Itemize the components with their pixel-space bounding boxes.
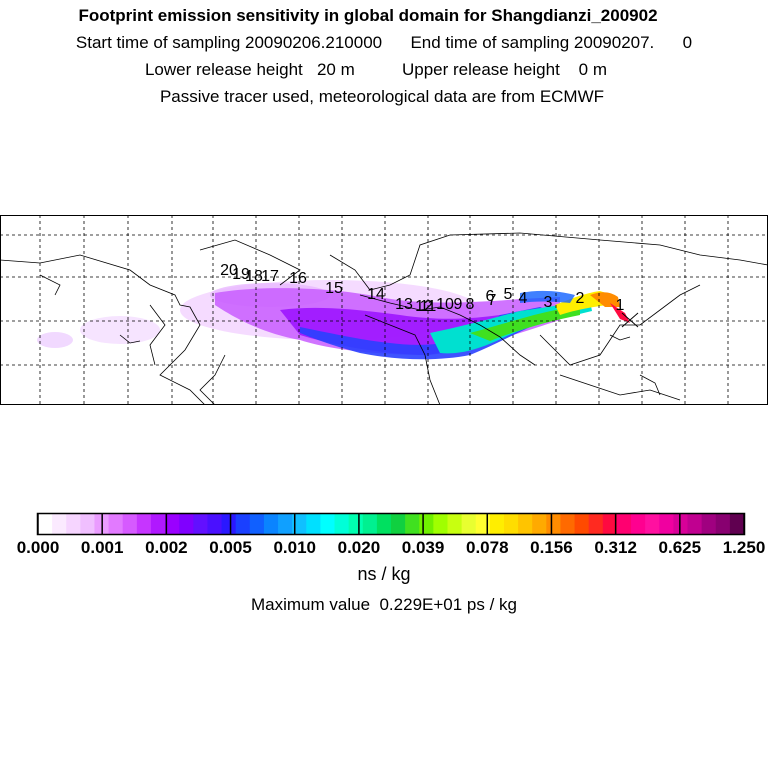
trajectory-label: 4	[519, 290, 528, 307]
colorbar-tick-label: 0.020	[337, 538, 381, 557]
colorbar-cell	[391, 514, 406, 534]
lat-lon-grid	[0, 215, 768, 405]
colorbar-cell	[306, 514, 321, 534]
colorbar-cell	[532, 514, 547, 534]
colorbar-cell	[320, 514, 336, 534]
trajectory-label: 10	[436, 296, 454, 313]
trajectory-label: 16	[289, 270, 307, 287]
colorbar-cell	[165, 514, 180, 534]
trajectory-label: 12	[415, 298, 433, 315]
colorbar-tick-label: 0.039	[401, 538, 445, 557]
colorbar-cell	[673, 514, 689, 534]
colorbar-units: ns / kg	[357, 564, 411, 584]
colorbar-cell	[518, 514, 533, 534]
colorbar-tick-label: 0.010	[273, 538, 316, 557]
release-height-line: Lower release height 20 m Upper release …	[144, 60, 608, 79]
tracer-info-line: Passive tracer used, meteorological data…	[159, 87, 605, 106]
colorbar-cell	[659, 514, 674, 534]
colorbar-tick-label: 0.000	[16, 538, 60, 557]
trajectory-label: 20	[220, 262, 238, 279]
colorbar-cell	[193, 514, 208, 534]
trajectory-label: 5	[504, 286, 513, 303]
colorbar-cell	[150, 514, 166, 534]
colorbar-cell	[108, 514, 124, 534]
trajectory-label: 1	[616, 297, 625, 314]
trajectory-label: 17	[261, 268, 279, 285]
colorbar-cell	[560, 514, 576, 534]
colorbar-cell	[38, 514, 53, 534]
colorbar-cell	[207, 514, 223, 534]
map-title: Footprint emission sensitivity in global…	[78, 6, 658, 25]
colorbar-cell	[701, 514, 717, 534]
colorbar-cell	[278, 514, 293, 534]
trajectory-label: 2	[576, 290, 585, 307]
colorbar-tick-label: 1.250	[722, 538, 766, 557]
colorbar-cell	[263, 514, 279, 534]
trajectory-label: 6	[486, 288, 495, 305]
colorbar-cell	[362, 514, 378, 534]
colorbar-cell	[405, 514, 420, 534]
colorbar-cell	[136, 514, 152, 534]
colorbar-cell	[292, 514, 307, 534]
trajectory-label: 3	[544, 294, 553, 311]
colorbar-cell	[334, 514, 350, 534]
colorbar-cell	[631, 514, 646, 534]
colorbar-cell	[419, 514, 434, 534]
colorbar-cell	[546, 514, 561, 534]
colorbar-cell	[602, 514, 618, 534]
colorbar-cell	[588, 514, 604, 534]
trajectory-label: 7	[488, 292, 497, 309]
colorbar-cell	[348, 514, 364, 534]
colorbar-cell	[122, 514, 138, 534]
colorbar-tick-label: 0.625	[658, 538, 702, 557]
colorbar-cell	[179, 514, 194, 534]
trajectory-label: 13	[395, 296, 413, 313]
colorbar-cell	[221, 514, 237, 534]
trajectory-label: 19	[232, 266, 250, 283]
colorbar-cell	[715, 514, 731, 534]
colorbar-cells	[38, 514, 745, 534]
colorbar-cell	[687, 514, 703, 534]
colorbar-cell	[249, 514, 265, 534]
maximum-value: Maximum value 0.229E+01 ps / kg	[251, 595, 517, 614]
emission-plume	[37, 280, 630, 360]
colorbar-tick-label: 0.001	[80, 538, 124, 557]
colorbar-cell	[235, 514, 251, 534]
colorbar-tick-label: 0.002	[145, 538, 188, 557]
colorbar-cell	[66, 514, 81, 534]
colorbar-tick-label: 0.078	[465, 538, 509, 557]
sampling-time-line: Start time of sampling 20090206.210000 E…	[75, 33, 693, 52]
colorbar-cell	[80, 514, 95, 534]
colorbar-cell	[489, 514, 505, 534]
receptor-marker	[621, 312, 639, 328]
colorbar-cell	[433, 514, 448, 534]
colorbar	[36, 512, 746, 536]
trajectory-label: 15	[325, 280, 343, 297]
trajectory-label: 14	[367, 286, 385, 303]
colorbar-tick-label: 0.312	[594, 538, 637, 557]
colorbar-ticks	[37, 514, 745, 534]
colorbar-cell	[574, 514, 590, 534]
colorbar-cell	[503, 514, 519, 534]
colorbar-tick-label: 0.005	[209, 538, 252, 557]
colorbar-cell	[52, 514, 67, 534]
colorbar-cell	[461, 514, 477, 534]
colorbar-tick-label: 0.156	[530, 538, 573, 557]
colorbar-cell	[475, 514, 491, 534]
trajectory-label: 11	[420, 298, 437, 315]
colorbar-frame	[36, 512, 746, 536]
colorbar-cell	[645, 514, 660, 534]
colorbar-cell	[616, 514, 632, 534]
trajectory-label: 9	[454, 296, 463, 313]
trajectory-label: 8	[466, 296, 475, 313]
trajectory-label: 18	[245, 268, 263, 285]
colorbar-cell	[447, 514, 463, 534]
colorbar-cell	[729, 514, 745, 534]
colorbar-cell	[376, 514, 392, 534]
